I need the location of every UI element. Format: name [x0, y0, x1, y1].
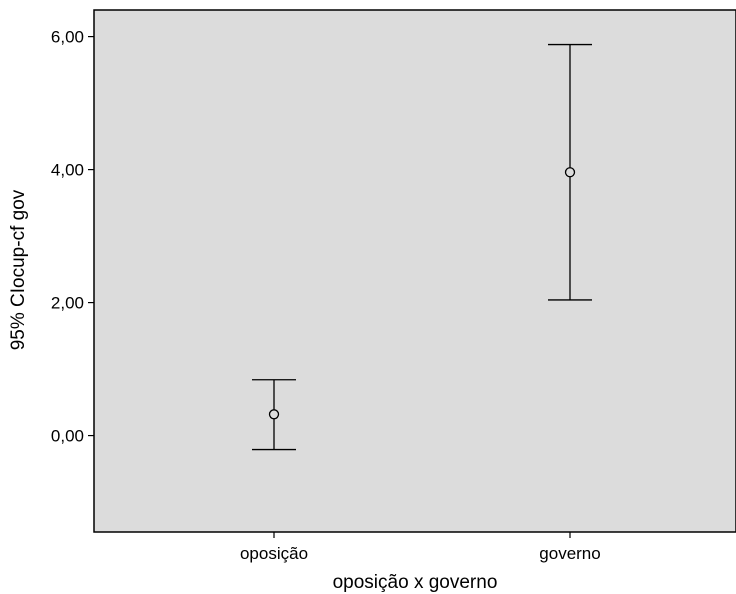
- error-bar: [252, 379, 296, 451]
- y-axis: 0,00 2,00 4,00 6,00: [51, 28, 94, 446]
- error-bar: [548, 43, 592, 301]
- y-tick-label: 2,00: [51, 294, 84, 313]
- y-tick-label: 4,00: [51, 161, 84, 180]
- y-tick-label: 6,00: [51, 28, 84, 47]
- y-tick-label: 0,00: [51, 427, 84, 446]
- mean-marker: [268, 409, 280, 420]
- x-tick-label: oposição: [240, 544, 308, 563]
- y-axis-title: 95% CIocup-cf gov: [8, 189, 29, 350]
- x-axis: oposição governo: [240, 532, 601, 563]
- x-axis-title: oposição x governo: [333, 572, 498, 593]
- x-tick-label: governo: [539, 544, 600, 563]
- plot-area: [93, 9, 736, 533]
- mean-marker: [564, 167, 576, 178]
- error-bars: [252, 43, 592, 451]
